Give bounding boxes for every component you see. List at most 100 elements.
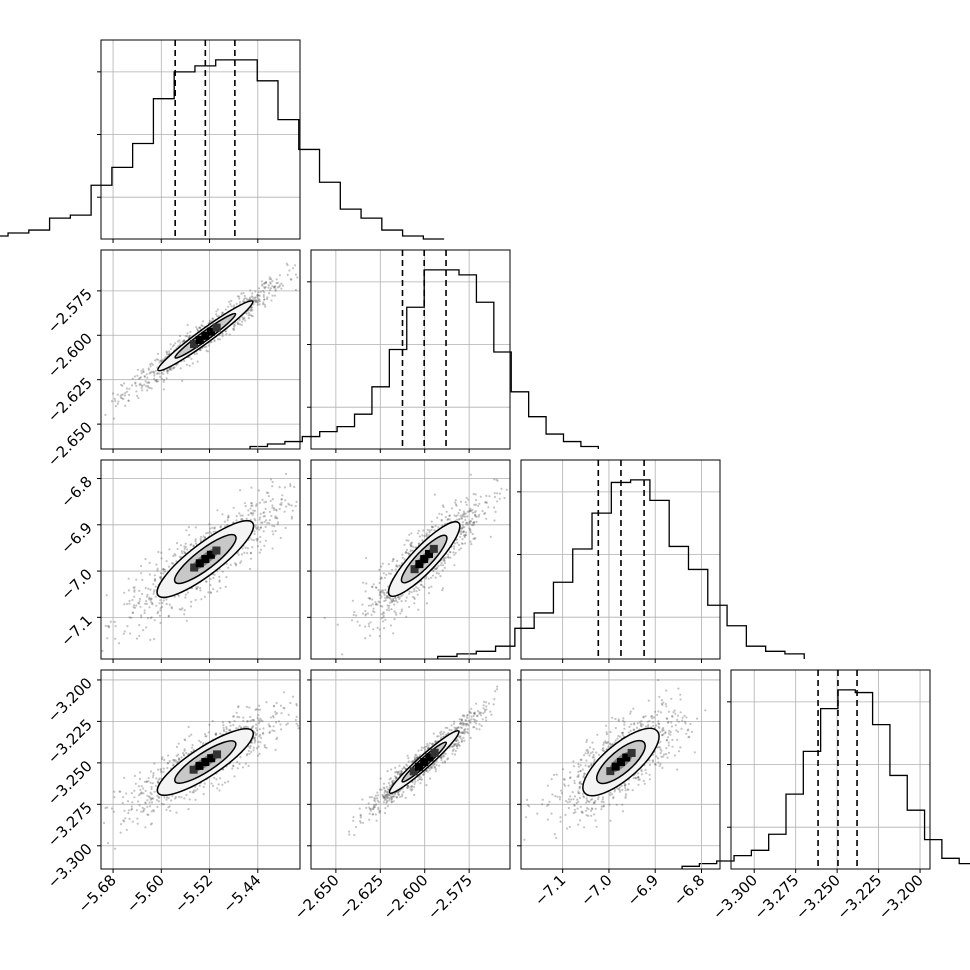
scatter-point (458, 508, 461, 512)
scatter-point (383, 794, 386, 797)
scatter-point (466, 714, 469, 717)
scatter-point (395, 796, 398, 799)
scatter-point (246, 547, 249, 550)
scatter-point (364, 610, 367, 613)
scatter-point (492, 703, 495, 706)
scatter-point (184, 335, 187, 338)
scatter-point (457, 518, 460, 521)
scatter-point (555, 773, 558, 776)
scatter-point (477, 515, 480, 518)
scatter-point (426, 742, 429, 746)
scatter-point (191, 362, 194, 365)
scatter-point (461, 542, 464, 545)
scatter-point (478, 728, 481, 731)
scatter-point (541, 798, 544, 801)
scatter-point (473, 720, 476, 724)
scatter-point (268, 519, 271, 522)
scatter-point (378, 635, 381, 638)
scatter-point (238, 319, 241, 322)
scatter-point (124, 817, 127, 820)
x-tick-label: −3.300 (709, 871, 761, 923)
scatter-point (415, 756, 418, 759)
density-bin (190, 340, 199, 349)
scatter-point (453, 726, 456, 729)
scatter-point (250, 306, 253, 309)
scatter-point (205, 349, 208, 352)
scatter-point (636, 722, 639, 725)
density-bin (201, 555, 210, 564)
scatter-point (110, 807, 113, 810)
scatter-point (371, 585, 374, 589)
scatter-point (383, 576, 386, 579)
scatter-point (460, 516, 463, 519)
scatter-point (149, 616, 152, 620)
scatter-point (425, 745, 428, 748)
scatter-point (353, 834, 356, 837)
scatter-point (493, 495, 496, 499)
scatter-point (269, 282, 272, 285)
scatter-point (382, 611, 385, 614)
scatter-point (123, 630, 126, 633)
scatter-point (142, 368, 145, 371)
scatter-point (627, 731, 630, 734)
scatter-point (372, 806, 375, 809)
scatter-point (224, 308, 227, 311)
scatter-point (279, 503, 282, 506)
scatter-point (652, 724, 655, 728)
scatter-point (572, 798, 575, 801)
scatter-point (490, 713, 493, 716)
scatter-point (120, 383, 123, 386)
scatter-point (264, 285, 267, 289)
histogram-panel (520, 459, 721, 660)
scatter-point (211, 317, 214, 320)
scatter-point (116, 402, 119, 405)
scatter-point (247, 509, 250, 512)
scatter-point (464, 719, 467, 722)
scatter-point (455, 744, 458, 748)
scatter-point (238, 762, 241, 766)
scatter-point (452, 743, 455, 746)
scatter-point (465, 523, 468, 526)
scatter-point (181, 379, 184, 382)
scatter-point (431, 742, 434, 745)
scatter-point (132, 586, 135, 589)
scatter-point (424, 748, 427, 751)
scatter-point (123, 820, 126, 823)
scatter-point (469, 528, 472, 531)
scatter-point (269, 281, 272, 284)
scatter-point (138, 597, 142, 601)
scatter-panel (310, 459, 511, 660)
scatter-point (471, 511, 474, 514)
scatter-point (228, 721, 231, 724)
scatter-point (460, 531, 463, 534)
scatter-point (162, 388, 165, 391)
x-tick-label: −6.9 (624, 871, 662, 909)
scatter-point (213, 340, 216, 343)
scatter-point (139, 382, 142, 385)
scatter-point (133, 586, 136, 589)
scatter-point (265, 519, 268, 522)
scatter-point (201, 320, 205, 323)
density-bin (425, 549, 434, 558)
scatter-point (459, 514, 462, 517)
scatter-point (138, 634, 141, 638)
scatter-point (595, 825, 598, 828)
scatter-point (141, 389, 144, 392)
scatter-point (158, 372, 161, 375)
scatter-point (152, 774, 155, 777)
scatter-point (162, 599, 165, 602)
scatter-point (624, 795, 627, 798)
scatter-point (424, 577, 427, 580)
scatter-point (254, 296, 257, 299)
scatter-point (256, 545, 259, 548)
x-tick-label: −2.575 (424, 871, 476, 923)
scatter-point (468, 710, 471, 713)
scatter-point (199, 348, 202, 351)
scatter-point (207, 731, 210, 734)
scatter-point (399, 612, 402, 615)
scatter-point (199, 539, 203, 542)
scatter-point (394, 568, 397, 571)
scatter-point (243, 726, 246, 729)
scatter-point (203, 782, 206, 785)
scatter-point (152, 810, 155, 813)
